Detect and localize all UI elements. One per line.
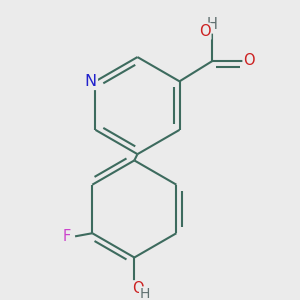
Text: H: H bbox=[207, 17, 218, 32]
Text: N: N bbox=[85, 74, 97, 89]
Text: O: O bbox=[132, 281, 143, 296]
Text: H: H bbox=[140, 287, 151, 300]
Text: O: O bbox=[199, 24, 210, 39]
Text: O: O bbox=[244, 53, 255, 68]
Text: F: F bbox=[63, 229, 71, 244]
